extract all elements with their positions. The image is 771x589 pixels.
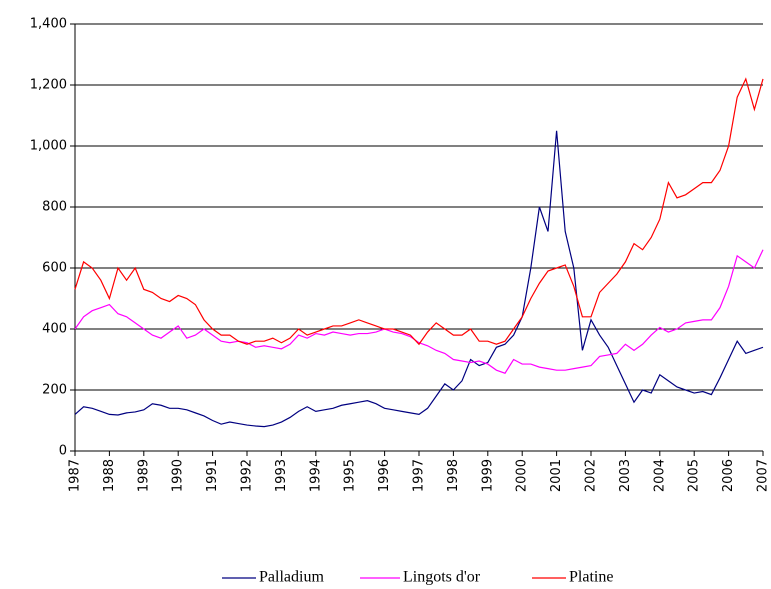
y-tick-label: 0 xyxy=(59,444,67,459)
x-tick-label: 1996 xyxy=(377,459,392,492)
x-tick-label: 1988 xyxy=(102,459,117,492)
x-tick-label: 2004 xyxy=(652,459,667,492)
x-tick-label: 2007 xyxy=(756,459,771,492)
legend-label: Lingots d'or xyxy=(403,569,481,586)
y-tick-label: 800 xyxy=(42,200,67,215)
y-tick-label: 200 xyxy=(42,383,67,398)
y-tick-label: 600 xyxy=(42,261,67,276)
x-tick-label: 1991 xyxy=(205,459,220,492)
x-tick-label: 2006 xyxy=(721,459,736,492)
y-tick-label: 1,200 xyxy=(30,78,67,93)
series-line xyxy=(74,249,764,374)
x-tick-label: 1998 xyxy=(446,459,461,492)
x-tick-label: 1992 xyxy=(240,459,255,492)
x-tick-label: 2002 xyxy=(584,459,599,492)
x-tick-label: 1997 xyxy=(412,459,427,492)
y-tick-label: 1,400 xyxy=(30,17,67,32)
x-tick-label: 2005 xyxy=(687,459,702,492)
series-line xyxy=(74,130,764,428)
x-tick-label: 2001 xyxy=(549,459,564,492)
legend: Palladium Lingots d'or Platine xyxy=(222,569,613,586)
x-tick-label: 2000 xyxy=(515,459,530,492)
x-tick-label: 1999 xyxy=(480,459,495,492)
x-tick-label: 1995 xyxy=(343,459,358,492)
legend-label: Palladium xyxy=(259,569,324,586)
y-tick-label: 1,000 xyxy=(30,139,67,154)
series-line xyxy=(74,77,764,346)
x-tick-label: 2003 xyxy=(618,459,633,492)
x-tick-label: 1993 xyxy=(274,459,289,492)
x-tick-label: 1994 xyxy=(308,459,323,492)
x-tick-label: 1990 xyxy=(171,459,186,492)
x-tick-label: 1987 xyxy=(68,459,83,492)
legend-label: Platine xyxy=(569,569,613,586)
y-tick-label: 400 xyxy=(42,322,67,337)
x-tick-label: 1989 xyxy=(136,459,151,492)
